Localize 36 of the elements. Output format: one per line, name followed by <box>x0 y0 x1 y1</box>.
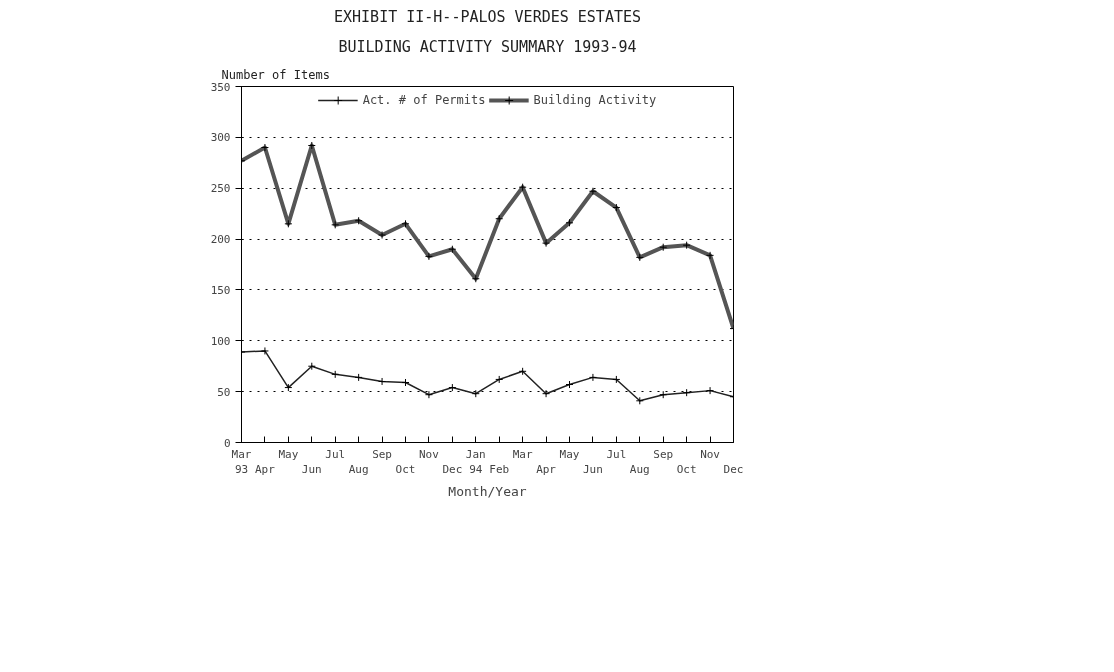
x-tick-label: Apr <box>254 463 276 477</box>
y-tick-label: 300 <box>210 131 231 145</box>
chart-subtitle: BUILDING ACTIVITY SUMMARY 1993-94 <box>338 37 637 56</box>
x-tick-label: Aug <box>629 463 650 477</box>
legend-label: Act. # of Permits <box>362 93 486 107</box>
x-tick-label: Jun <box>301 463 322 477</box>
x-tick-label: Jul <box>606 447 627 461</box>
x-tick-label: May <box>559 447 580 461</box>
x-tick-label: Sep <box>653 447 674 461</box>
y-tick-label: 200 <box>210 233 231 247</box>
x-tick-label: Jan 94 <box>465 447 486 477</box>
x-tick-label: Feb <box>489 463 510 477</box>
x-tick-label: Mar <box>512 447 533 461</box>
y-tick-label: 50 <box>217 385 231 399</box>
x-axis-title: Month/Year <box>448 484 527 500</box>
x-tick-label: Nov <box>700 447 721 461</box>
y-tick-label: 350 <box>210 80 231 94</box>
x-tick-label: Aug <box>348 463 369 477</box>
y-tick-label: 0 <box>223 436 231 450</box>
x-tick-label: Dec <box>442 463 463 477</box>
y-tick-label: 150 <box>210 283 231 297</box>
x-tick-label: Sep <box>372 447 393 461</box>
x-tick-label: Apr <box>536 463 557 477</box>
x-tick-label: Nov <box>418 447 440 461</box>
x-tick-label: Oct <box>395 463 416 477</box>
y-axis-title: Number of Items <box>221 67 330 82</box>
legend-label: Building Activity <box>533 93 657 107</box>
y-tick-label: 250 <box>210 182 231 196</box>
x-tick-label: Jul <box>325 447 346 461</box>
x-tick-label: Dec <box>723 463 744 477</box>
x-tick-label: Jun <box>582 463 603 477</box>
chart-title: EXHIBIT II-H--PALOS VERDES ESTATES <box>333 7 642 26</box>
x-tick-label: May <box>278 447 299 461</box>
y-tick-label: 100 <box>210 334 231 348</box>
x-tick-label: Oct <box>676 463 697 477</box>
x-tick-label: Mar 93 <box>231 447 252 477</box>
